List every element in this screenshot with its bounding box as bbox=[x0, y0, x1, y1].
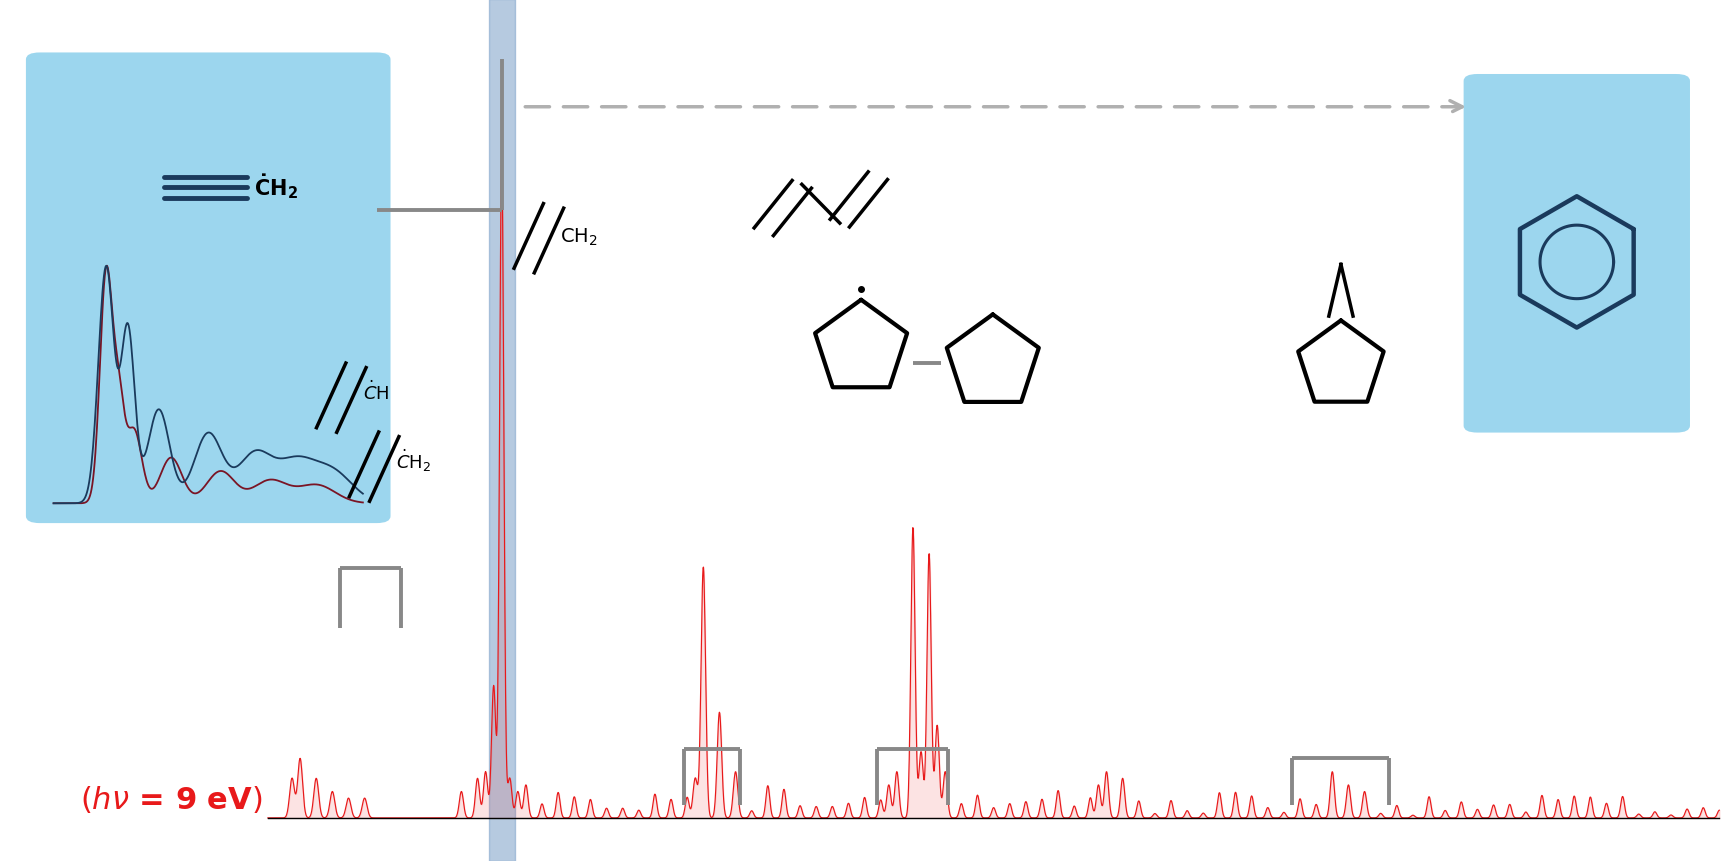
Text: $\dot{C}$H: $\dot{C}$H bbox=[363, 380, 389, 404]
FancyBboxPatch shape bbox=[26, 53, 391, 523]
Bar bbox=[489, 0, 515, 861]
FancyBboxPatch shape bbox=[1464, 75, 1690, 433]
Text: $\dot{C}$H$_2$: $\dot{C}$H$_2$ bbox=[396, 448, 430, 474]
Text: $\mathbf{\dot{C}H_2}$: $\mathbf{\dot{C}H_2}$ bbox=[254, 172, 297, 201]
Text: CH$_2$: CH$_2$ bbox=[560, 226, 598, 247]
Text: $(h\nu$ = 9 eV$)$: $(h\nu$ = 9 eV$)$ bbox=[79, 783, 263, 814]
